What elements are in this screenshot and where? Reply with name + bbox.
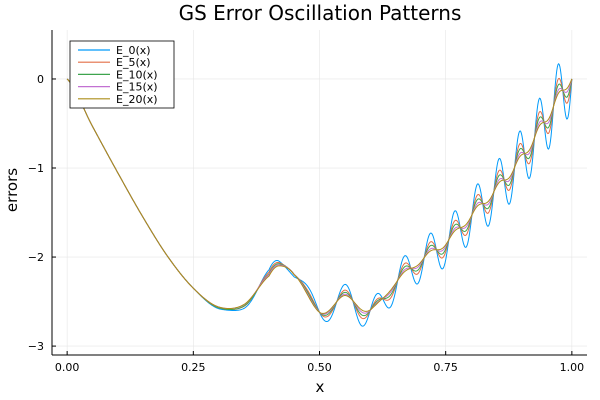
x-tick-label: 0.75: [433, 361, 458, 374]
x-tick-label: 0.25: [181, 361, 206, 374]
x-tick-label: 1.00: [560, 361, 585, 374]
legend-label-1: E_5(x): [116, 56, 151, 69]
series-lines: [66, 62, 573, 327]
chart-title: GS Error Oscillation Patterns: [179, 1, 462, 25]
x-axis-label: x: [316, 378, 325, 396]
legend-label-4: E_20(x): [116, 93, 158, 106]
legend-label-0: E_0(x): [116, 44, 151, 57]
x-tick-label: 0.50: [307, 361, 332, 374]
y-tick-label: −3: [28, 340, 44, 353]
legend-label-3: E_15(x): [116, 81, 158, 94]
y-tick-label: 0: [37, 73, 44, 86]
x-tick-label: 0.00: [55, 361, 80, 374]
ticks: 0.00 0.25 0.50 0.75 1.00 −3 −2 −1 0: [28, 73, 584, 374]
legend: E_0(x)E_5(x)E_10(x)E_15(x)E_20(x): [69, 40, 175, 109]
legend-label-2: E_10(x): [116, 68, 158, 81]
y-axis-label: errors: [3, 168, 21, 212]
series-line-4: [66, 78, 573, 314]
y-tick-label: −2: [28, 251, 44, 264]
y-tick-label: −1: [28, 162, 44, 175]
